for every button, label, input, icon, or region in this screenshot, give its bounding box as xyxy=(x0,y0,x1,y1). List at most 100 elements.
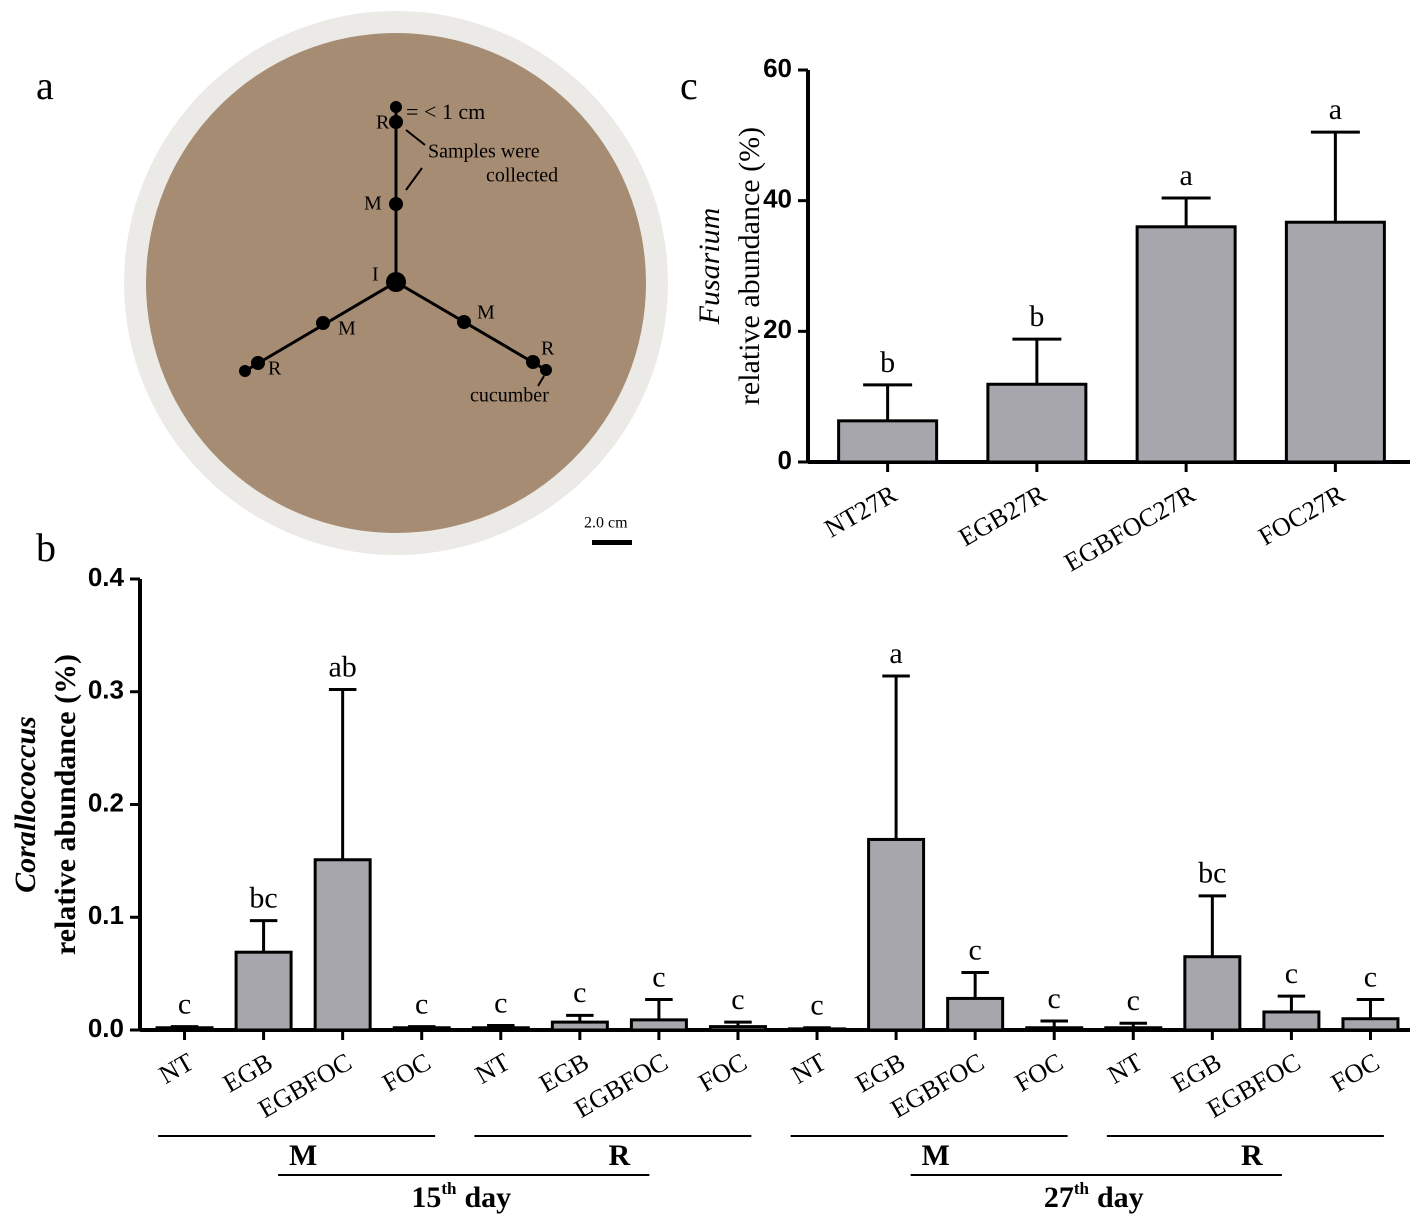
point xyxy=(540,364,552,376)
x-tick-label: FOC xyxy=(377,1047,435,1097)
chart-c: c Fusarium relative abundance (%) 0 20 40 60 b N… xyxy=(680,53,1410,577)
bar xyxy=(1104,1026,1163,1032)
point xyxy=(389,197,403,211)
point-label: M xyxy=(364,193,382,215)
significance-letter: c xyxy=(178,988,191,1021)
day-label-part: day xyxy=(464,1181,511,1214)
point xyxy=(457,315,471,329)
bar xyxy=(392,1026,451,1032)
panel-letter: a xyxy=(36,63,54,108)
panel-letter: b xyxy=(36,525,56,570)
day-label-part: 27 xyxy=(1044,1181,1074,1214)
arrow xyxy=(537,375,545,387)
scale-bar xyxy=(592,540,632,545)
significance-letter: c xyxy=(1127,984,1140,1017)
point-label: I xyxy=(372,264,379,286)
significance-letter: a xyxy=(1329,93,1342,126)
point xyxy=(239,365,251,377)
bar xyxy=(471,1026,530,1032)
x-tick-label: FOC27R xyxy=(1254,479,1350,551)
x-tick-label: EGB27R xyxy=(954,479,1052,552)
sampling-points xyxy=(239,101,552,377)
y-tick-label: 20 xyxy=(763,314,792,344)
plant-label: cucumber xyxy=(470,385,549,407)
x-tick-label: NT xyxy=(470,1047,515,1090)
group-label: R xyxy=(1241,1139,1263,1172)
bar xyxy=(313,858,372,1032)
distance-label: < 1 cm xyxy=(424,99,485,124)
significance-letter: c xyxy=(731,983,744,1016)
bar xyxy=(1284,220,1386,464)
y-tick-label: 60 xyxy=(763,53,792,83)
y-tick-label: 0.0 xyxy=(88,1013,124,1043)
note: collected xyxy=(486,165,558,187)
arrow xyxy=(405,129,426,146)
significance-letter: b xyxy=(880,346,895,379)
scale-label: 2.0 cm xyxy=(584,515,628,532)
bar xyxy=(1025,1026,1084,1032)
point xyxy=(526,355,540,369)
y-tick-label: 40 xyxy=(763,184,792,214)
y-tick-label: 0.3 xyxy=(88,675,124,705)
bar xyxy=(1183,955,1242,1032)
bar xyxy=(946,996,1005,1032)
bar xyxy=(1341,1017,1400,1032)
significance-letter: c xyxy=(810,989,823,1022)
distance-sign: = xyxy=(406,99,418,124)
y-axis-title: Corallococcus xyxy=(9,716,42,893)
arrows xyxy=(405,129,545,387)
point xyxy=(316,316,330,330)
group-label: M xyxy=(289,1139,317,1172)
significance-letter: c xyxy=(1285,957,1298,990)
photo-labels: R M I M R M R = < 1 cm Samples were coll… xyxy=(268,99,628,532)
sampling-line xyxy=(395,280,547,372)
day-label-part: day xyxy=(1097,1181,1144,1214)
significance-letter: c xyxy=(652,960,665,993)
y-tick-label: 0.1 xyxy=(88,900,124,930)
point-label: M xyxy=(477,302,495,324)
significance-letter: bc xyxy=(249,882,277,915)
significance-letter: c xyxy=(968,933,981,966)
x-tick-label: FOC xyxy=(1010,1047,1068,1097)
point xyxy=(386,272,406,292)
significance-letter: b xyxy=(1029,300,1044,333)
significance-letter: bc xyxy=(1198,857,1226,890)
x-tick-label: NT xyxy=(154,1047,199,1090)
bar xyxy=(1262,1010,1321,1032)
significance-letter: a xyxy=(1179,159,1192,192)
y-axis-title: relative abundance (%) xyxy=(733,127,766,405)
point-label: R xyxy=(268,358,282,380)
panel-letter: c xyxy=(680,63,698,108)
x-tick-label: FOC xyxy=(694,1047,752,1097)
bar xyxy=(837,419,939,464)
bar xyxy=(867,837,926,1032)
bar xyxy=(708,1025,767,1032)
bar xyxy=(550,1020,609,1032)
photo-panel: R M I M R M R = < 1 cm Samples were coll… xyxy=(36,11,668,555)
x-tick-label: NT27R xyxy=(820,479,903,543)
y-tick-label: 0.2 xyxy=(88,787,124,817)
group-label: M xyxy=(921,1139,949,1172)
day-label-part: th xyxy=(441,1179,457,1198)
x-tick-label: NT xyxy=(786,1047,831,1090)
x-tick-label: FOC xyxy=(1326,1047,1384,1097)
significance-letter: c xyxy=(1048,982,1061,1015)
day-label-part: 15 xyxy=(411,1181,441,1214)
significance-letter: c xyxy=(494,986,507,1019)
x-tick-label: NT xyxy=(1103,1047,1148,1090)
significance-letter: a xyxy=(889,637,902,670)
significance-letter: ab xyxy=(328,650,356,683)
point xyxy=(390,101,402,113)
arrow xyxy=(405,167,423,191)
point-label: R xyxy=(541,338,555,360)
bar xyxy=(234,950,293,1032)
bar xyxy=(1135,225,1237,464)
bar xyxy=(629,1018,688,1032)
day-label: 15th day xyxy=(411,1179,511,1214)
chart-b: b Corallococcus relative abundance (%) 0.0 0… xyxy=(9,525,1410,1214)
point-label: M xyxy=(338,318,356,340)
day-label: 27th day xyxy=(1044,1179,1144,1214)
point xyxy=(251,356,265,370)
x-tick-label: EGBFOC27R xyxy=(1059,479,1200,577)
